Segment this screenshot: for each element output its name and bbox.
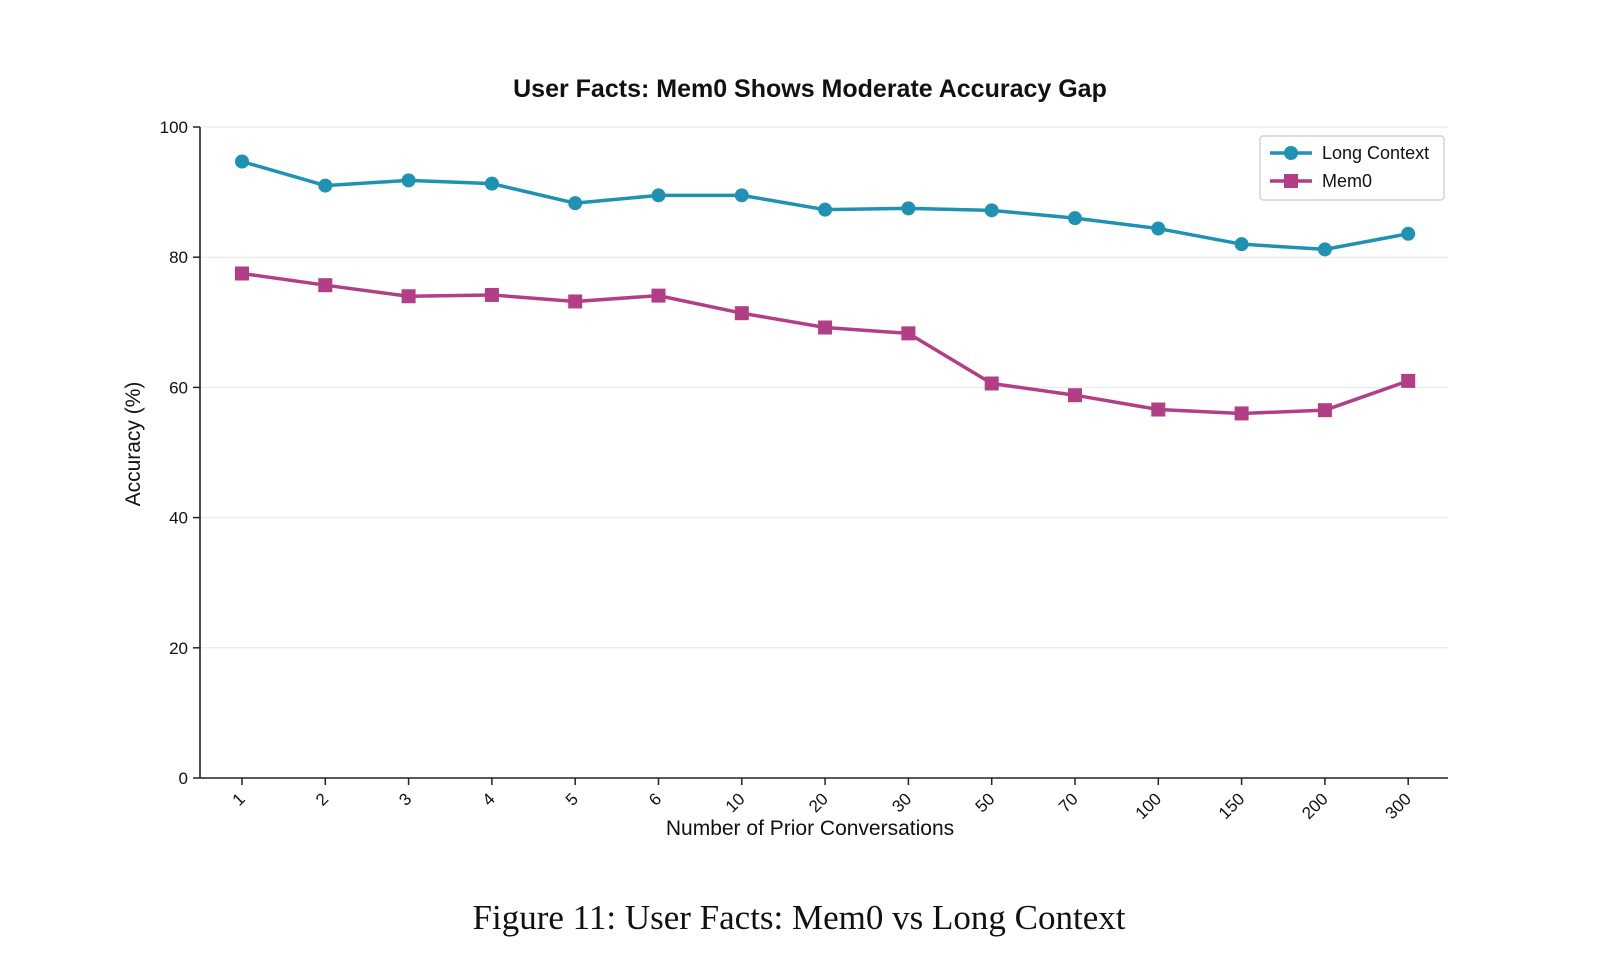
y-tick-label: 20: [169, 639, 188, 658]
axes: [199, 127, 1448, 779]
x-tick-label: 20: [805, 789, 832, 816]
data-point: [1068, 388, 1082, 403]
data-point: [1151, 402, 1166, 417]
x-tick-label: 3: [395, 789, 415, 809]
figure-caption: Figure 11: User Facts: Mem0 vs Long Cont…: [472, 898, 1126, 937]
data-point: [235, 154, 249, 169]
data-point: [235, 266, 249, 281]
data-point: [901, 326, 916, 341]
data-point: [734, 306, 749, 321]
chart-title: User Facts: Mem0 Shows Moderate Accuracy…: [513, 75, 1107, 103]
line-chart: User Facts: Mem0 Shows Moderate Accuracy…: [122, 75, 1448, 840]
data-point: [1151, 221, 1166, 236]
data-point: [1234, 237, 1249, 252]
data-point: [568, 294, 583, 309]
data-point: [901, 201, 916, 216]
y-tick-label: 80: [169, 248, 188, 267]
data-point: [734, 188, 749, 203]
data-point: [818, 320, 833, 335]
data-point: [401, 173, 416, 188]
y-axis-ticks: 0 20 40 60 80 100: [160, 118, 200, 788]
legend-marker: [1284, 174, 1298, 188]
y-tick-label: 0: [179, 769, 188, 788]
data-point: [318, 278, 333, 293]
data-point: [818, 202, 833, 217]
series-line-1: [241, 271, 1409, 416]
data-point: [401, 289, 416, 304]
y-tick-label: 100: [160, 118, 188, 137]
x-tick-label: 70: [1055, 789, 1082, 816]
legend: Long Context Mem0: [1259, 135, 1445, 201]
x-tick-label: 300: [1382, 789, 1415, 822]
data-point: [651, 188, 666, 203]
data-point: [1401, 226, 1416, 241]
data-point: [1068, 211, 1082, 226]
data-point: [1234, 406, 1249, 421]
data-point: [568, 196, 583, 211]
data-point: [1317, 242, 1332, 257]
data-point: [984, 376, 999, 391]
x-tick-label: 6: [645, 789, 665, 809]
x-tick-label: 150: [1215, 789, 1248, 822]
y-tick-label: 40: [169, 509, 188, 528]
x-tick-label: 4: [479, 789, 499, 809]
x-tick-label: 5: [562, 789, 582, 809]
x-tick-label: 100: [1132, 789, 1165, 822]
x-tick-label: 1: [229, 789, 249, 809]
data-point: [484, 287, 499, 302]
x-tick-label: 2: [312, 789, 332, 809]
x-tick-label: 30: [888, 789, 915, 816]
legend-marker: [1284, 146, 1298, 160]
data-point: [318, 178, 333, 193]
data-point: [984, 203, 999, 218]
legend-label: Mem0: [1322, 171, 1372, 191]
series-layer: [235, 154, 1416, 421]
x-tick-label: 50: [972, 789, 999, 816]
x-tick-label: 200: [1298, 789, 1331, 822]
y-tick-label: 60: [169, 378, 188, 397]
data-point: [651, 288, 666, 303]
y-axis-label: Accuracy (%): [122, 382, 145, 507]
data-point: [1401, 373, 1416, 388]
legend-label: Long Context: [1322, 143, 1429, 163]
data-point: [1317, 403, 1332, 418]
x-axis-label: Number of Prior Conversations: [666, 817, 954, 840]
x-tick-label: 10: [722, 789, 749, 816]
data-point: [484, 176, 499, 191]
gridlines: [200, 126, 1448, 649]
